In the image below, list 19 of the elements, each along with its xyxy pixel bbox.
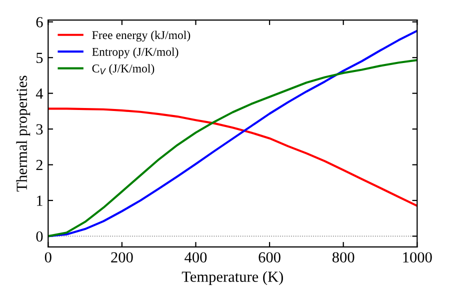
y-tick-label: 3 bbox=[36, 124, 43, 134]
x-tick-label: 400 bbox=[184, 252, 207, 263]
legend-label: Free energy (kJ/mol) bbox=[92, 30, 190, 42]
y-tick-label: 0 bbox=[36, 231, 43, 242]
legend-label: Entropy (J/K/mol) bbox=[92, 48, 178, 58]
y-axis-title: Thermal properties bbox=[16, 76, 30, 192]
x-tick-label: 200 bbox=[111, 252, 133, 263]
y-tick-label: 5 bbox=[36, 52, 43, 64]
legend-label: C$_{V}$ (J/K/mol) bbox=[92, 64, 154, 75]
y-tick-label: 4 bbox=[36, 88, 44, 99]
y-tick-label: 6 bbox=[36, 17, 43, 28]
line-series bbox=[48, 108, 418, 207]
x-tick-label: 0 bbox=[44, 252, 52, 263]
x-tick-label: 1000 bbox=[403, 252, 432, 263]
y-tick-label: 2 bbox=[36, 160, 42, 170]
x-tick-label: 800 bbox=[332, 252, 354, 263]
x-tick-label: 600 bbox=[258, 252, 280, 263]
y-tick-label: 1 bbox=[36, 196, 42, 206]
x-axis-title: Temperature (K) bbox=[182, 271, 283, 286]
